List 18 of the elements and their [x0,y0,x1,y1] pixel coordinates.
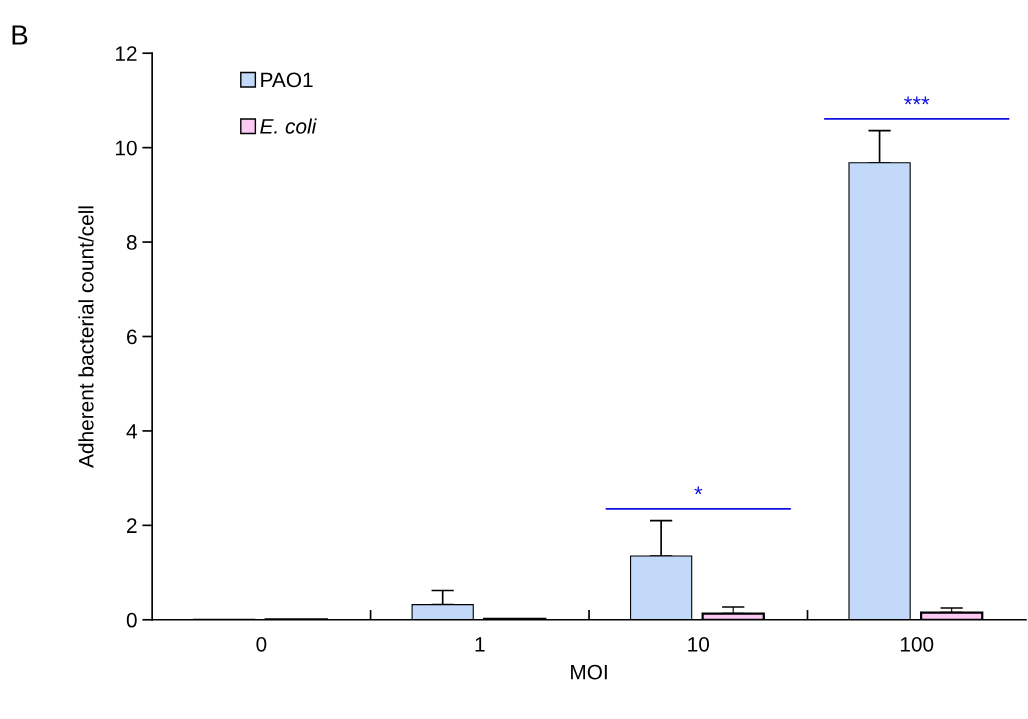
y-tick-label: 8 [126,235,137,250]
x-tick-label: 10 [688,636,710,652]
y-tick-label: 0 [126,612,137,628]
x-axis-title: MOI [571,664,607,680]
y-tick-label: 10 [115,140,137,156]
legend-label: E. coli [260,118,317,134]
annotation: * [694,486,703,495]
annotation: *** [904,96,930,105]
y-tick-label: 4 [126,424,137,439]
x-tick-label: 1 [475,637,485,652]
text: B [12,25,28,45]
y-tick-label: 12 [115,46,137,61]
legend-label: PAO1 [261,72,313,88]
y-axis-title: Adherent bacterial count/cell [78,206,94,468]
x-tick-label: 100 [900,636,934,652]
y-tick-label: 6 [127,329,137,345]
y-tick-label: 2 [127,518,137,533]
x-tick-label: 0 [256,636,267,652]
